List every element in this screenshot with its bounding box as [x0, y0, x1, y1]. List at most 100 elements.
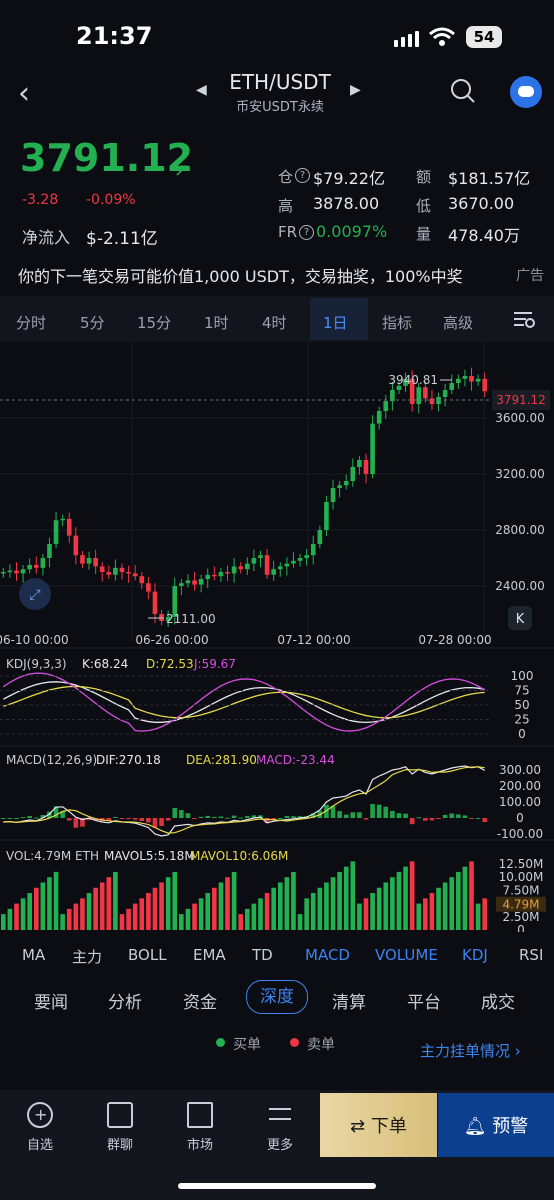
- ind-tab-macd[interactable]: MACD: [305, 946, 350, 964]
- volume-bar: [284, 877, 290, 930]
- candle: [284, 557, 290, 576]
- candle-body: [205, 574, 211, 579]
- candle: [185, 574, 191, 588]
- price-alert-button[interactable]: [438, 1093, 554, 1157]
- help-icon[interactable]: ?: [295, 168, 310, 183]
- oi-value: $79.22亿: [313, 169, 385, 188]
- active-tab-highlight: [310, 298, 368, 340]
- ind-tab-kdj[interactable]: KDJ: [462, 946, 488, 964]
- ind-tab-ma[interactable]: MA: [22, 946, 46, 964]
- tab-indicators[interactable]: 指标: [382, 314, 413, 332]
- volume-bar: [192, 903, 197, 930]
- pair-title[interactable]: ETH/USDT: [229, 70, 331, 94]
- ind-tab-td[interactable]: TD: [252, 946, 273, 964]
- nav-watchlist[interactable]: + 自选: [10, 1102, 70, 1153]
- nav-market[interactable]: 市场: [170, 1102, 230, 1153]
- macd-bar: [271, 818, 276, 821]
- help-icon[interactable]: ?: [299, 225, 314, 240]
- ind-tab-ema[interactable]: EMA: [193, 946, 226, 964]
- candle-body: [337, 485, 342, 488]
- tab-5m[interactable]: 5分: [80, 314, 105, 332]
- candle-body: [113, 567, 118, 575]
- chart-area[interactable]: 3791.12 3940.81 2111.00 3600.00 3200.00 28…: [0, 342, 554, 932]
- macd-bar: [343, 814, 349, 818]
- back-icon[interactable]: ‹: [18, 76, 30, 111]
- expand-chart-icon[interactable]: [19, 578, 51, 610]
- volume-bar: [442, 882, 448, 930]
- low-value: 3670.00: [448, 194, 515, 213]
- kdj-d: D:72.53: [146, 657, 194, 671]
- candle-body: [244, 563, 250, 570]
- vol-tick-label: 0: [517, 923, 525, 932]
- arrow-up-right-icon: ↗: [174, 160, 190, 181]
- macd-bar: [409, 818, 415, 825]
- macd-bar: [297, 816, 303, 818]
- candle-body: [53, 520, 59, 544]
- tab-15m[interactable]: 15分: [137, 314, 172, 332]
- assistant-bot-icon[interactable]: [510, 76, 542, 108]
- candle-body: [198, 579, 204, 585]
- last-price-tag: [492, 390, 550, 410]
- tab-trades[interactable]: 成交: [481, 993, 515, 1013]
- ind-tab-volume[interactable]: VOLUME: [375, 946, 438, 964]
- tab-depth[interactable]: 深度: [246, 980, 308, 1014]
- candle-body: [456, 378, 461, 383]
- tab-liquidation[interactable]: 清算: [332, 993, 366, 1013]
- x-tick-label: 07-28 00:00: [418, 633, 491, 647]
- vol-tick-label: 7.50M: [502, 883, 539, 897]
- tab-1d[interactable]: 1日: [323, 314, 348, 332]
- ind-tab-main[interactable]: 主力: [72, 948, 103, 966]
- candle: [436, 392, 441, 412]
- promo-banner[interactable]: 你的下一笔交易可能价值1,000 USDT，交易抽奖，100%中奖: [18, 267, 463, 286]
- macd-bar: [462, 815, 468, 818]
- bell-icon: 🔔︎: [463, 1116, 487, 1137]
- tab-1h[interactable]: 1时: [204, 314, 229, 332]
- kdj-tick-label: 0: [518, 727, 526, 741]
- tab-analysis[interactable]: 分析: [108, 993, 142, 1013]
- candle-body: [20, 569, 26, 574]
- volume-bar: [337, 871, 342, 930]
- candle: [218, 567, 224, 583]
- candle: [66, 512, 72, 544]
- price-y-axis: 3600.00 3200.00 2800.00 2400.00: [495, 411, 545, 593]
- candle: [376, 406, 382, 430]
- svg-text:⤢: ⤢: [29, 587, 40, 603]
- candle-body: [212, 574, 217, 577]
- tab-4h[interactable]: 4时: [262, 314, 287, 332]
- tab-timeline[interactable]: 分时: [16, 314, 47, 332]
- oi-label: 仓: [278, 168, 294, 186]
- candle-body: [343, 481, 349, 486]
- candle-body: [152, 591, 158, 614]
- scroll-to-latest-icon[interactable]: [508, 606, 532, 630]
- volume-bar: [383, 882, 389, 930]
- volume-bar: [179, 914, 184, 930]
- candle-body: [383, 401, 389, 411]
- nav-chat[interactable]: 群聊: [90, 1102, 150, 1153]
- macd-bar: [442, 814, 448, 818]
- main-orders-link[interactable]: 主力挂单情况 ›: [420, 1042, 521, 1060]
- nav-more[interactable]: 更多: [250, 1102, 310, 1153]
- prev-pair-icon[interactable]: ◀: [196, 82, 207, 98]
- volume-bar: [343, 866, 349, 930]
- chart-settings-icon[interactable]: [512, 310, 536, 328]
- candle: [93, 549, 98, 574]
- ind-tab-rsi[interactable]: RSI: [519, 946, 544, 964]
- macd-tick-label: 0: [516, 811, 524, 825]
- candle: [126, 565, 131, 583]
- tab-news[interactable]: 要闻: [34, 993, 68, 1013]
- tab-advanced[interactable]: 高级: [443, 314, 474, 332]
- place-order-button[interactable]: [320, 1093, 437, 1157]
- tab-platform[interactable]: 平台: [407, 993, 441, 1013]
- volume-bar: [159, 882, 164, 930]
- next-pair-icon[interactable]: ▶: [350, 82, 361, 98]
- macd-bar: [231, 815, 237, 818]
- low-label: 低: [416, 197, 432, 215]
- vol-last-tag: [496, 896, 546, 912]
- vol-tick-label: 10.00M: [499, 870, 544, 884]
- kdj-j: J:59.67: [193, 657, 236, 671]
- search-icon[interactable]: [450, 78, 476, 104]
- macd-bar: [396, 813, 402, 818]
- ind-tab-boll[interactable]: BOLL: [128, 946, 167, 964]
- tab-funds[interactable]: 资金: [183, 993, 217, 1013]
- volume-bar: [205, 893, 211, 930]
